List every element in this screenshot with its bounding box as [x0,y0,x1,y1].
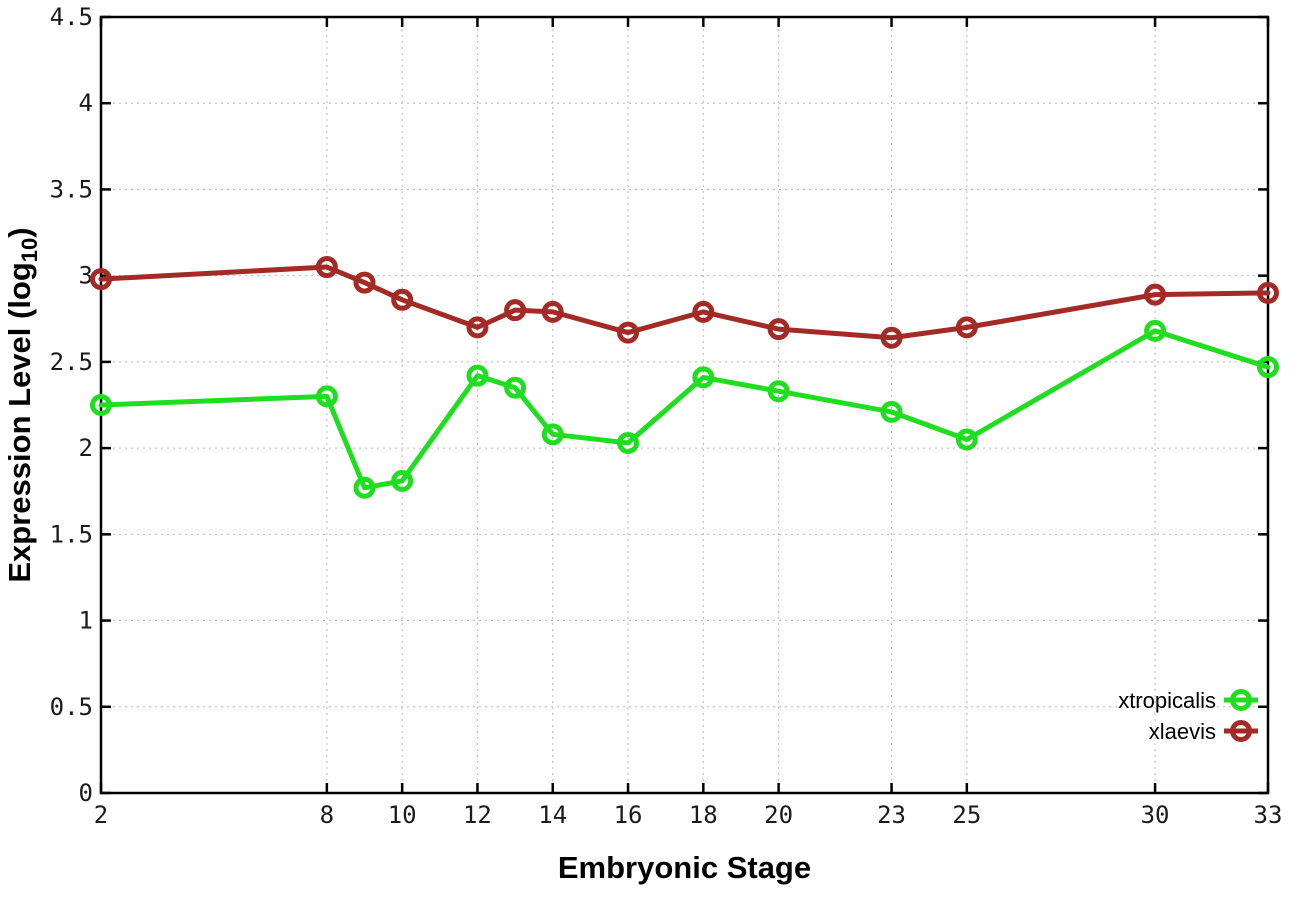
x-tick-label: 23 [877,801,906,829]
y-tick-label: 3 [79,262,93,290]
data-point-xtropicalis [466,364,489,387]
data-point-xtropicalis [692,366,715,389]
data-point-xlaevis [1144,283,1167,306]
y-tick-label: 2 [79,434,93,462]
x-tick-label: 20 [764,801,793,829]
data-point-xlaevis [617,321,640,344]
legend-item-xlaevis: xlaevis [1149,719,1258,744]
legend-label-xtropicalis: xtropicalis [1118,688,1216,713]
y-tick-label: 0.5 [50,693,93,721]
data-point-xtropicalis [353,476,376,499]
x-tick-label: 18 [689,801,718,829]
data-point-xlaevis [466,316,489,339]
y-tick-label: 4.5 [50,3,93,31]
data-point-xtropicalis [90,394,112,416]
y-tick-label: 0 [79,779,93,807]
data-point-xtropicalis [1257,356,1279,379]
legend: xtropicalis xlaevis [1118,688,1258,744]
data-point-xlaevis [767,318,790,341]
x-tick-label: 25 [952,801,981,829]
x-tick-label: 14 [538,801,567,829]
data-point-xlaevis [955,316,978,339]
legend-marker-xtropicalis [1230,689,1252,711]
data-point-xlaevis [504,299,527,322]
y-tick-label: 2.5 [50,348,93,376]
y-axis-title: Expression Level (log10) [2,227,42,582]
y-tick-label: 1.5 [50,520,93,548]
data-point-xlaevis [391,288,414,311]
x-tick-label: 33 [1254,801,1283,829]
y-tick-label: 4 [79,89,93,117]
legend-item-xtropicalis: xtropicalis [1118,688,1258,713]
x-tick-label: 16 [614,801,643,829]
y-tick-label: 1 [79,607,93,635]
data-point-xtropicalis [955,428,978,451]
x-tick-label: 10 [388,801,417,829]
data-point-xtropicalis [315,385,338,408]
data-point-xtropicalis [880,400,903,423]
series-line-xlaevis [98,264,1271,341]
data-point-xtropicalis [617,431,640,454]
data-point-xlaevis [880,326,903,349]
data-point-xlaevis [692,300,715,323]
data-point-xlaevis [90,268,112,291]
plot-border [99,15,1270,795]
x-axis-title: Embryonic Stage [558,850,811,885]
data-point-xlaevis [1257,281,1279,304]
x-tick-label: 8 [320,801,334,829]
data-point-xtropicalis [767,380,790,403]
data-point-xtropicalis [541,423,564,446]
x-tick-label: 30 [1141,801,1170,829]
x-tick-label: 12 [463,801,492,829]
data-point-xlaevis [353,271,376,294]
data-point-xtropicalis [1144,319,1167,342]
y-tick-label: 3.5 [50,175,93,203]
series-line-xtropicalis [98,328,1271,491]
data-point-xtropicalis [504,376,527,399]
legend-label-xlaevis: xlaevis [1149,719,1216,744]
x-tick-label: 2 [94,801,108,829]
data-point-xlaevis [315,256,338,279]
legend-marker-xlaevis [1230,720,1252,742]
data-point-xtropicalis [391,469,414,492]
data-point-xlaevis [541,300,564,323]
